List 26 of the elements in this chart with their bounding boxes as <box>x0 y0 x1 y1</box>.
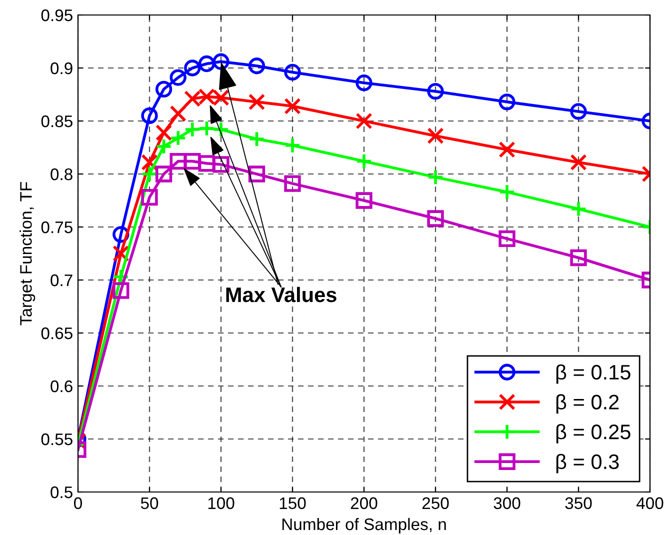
x-axis-title: Number of Samples, n <box>282 518 446 534</box>
y-tick-label: 0.7 <box>50 274 72 286</box>
x-tick-label: 0 <box>74 497 82 510</box>
legend-label: β = 0.2 <box>556 394 619 414</box>
x-tick-label: 250 <box>422 497 449 510</box>
x-tick-label: 100 <box>208 497 234 510</box>
annotation: Max Values <box>226 286 336 302</box>
x-tick-label: 150 <box>280 497 306 510</box>
y-tick-label: 0.9 <box>50 62 72 74</box>
x-tick-label: 350 <box>565 497 592 510</box>
x-tick-label: 400 <box>636 497 664 510</box>
y-tick-label: 0.55 <box>41 433 72 446</box>
x-tick-label: 300 <box>494 497 520 510</box>
y-tick-label: 0.5 <box>50 486 72 498</box>
legend-label: β = 0.3 <box>556 454 619 474</box>
y-tick-label: 0.8 <box>50 168 72 180</box>
y-tick-label: 0.6 <box>50 380 72 392</box>
x-tick-label: 50 <box>140 497 158 510</box>
y-axis-title: Target Function, TF <box>20 182 36 326</box>
y-tick-label: 0.65 <box>41 327 72 340</box>
y-tick-label: 0.95 <box>41 9 72 22</box>
y-tick-label: 0.85 <box>41 115 72 128</box>
legend-label: β = 0.25 <box>556 424 630 444</box>
x-tick-label: 200 <box>350 497 378 510</box>
y-tick-label: 0.75 <box>41 221 72 234</box>
legend-label: β = 0.15 <box>556 364 630 384</box>
